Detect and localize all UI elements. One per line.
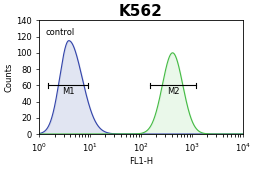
X-axis label: FL1-H: FL1-H bbox=[129, 157, 152, 166]
Text: M2: M2 bbox=[166, 87, 179, 96]
Y-axis label: Counts: Counts bbox=[4, 63, 13, 92]
Title: K562: K562 bbox=[119, 4, 162, 19]
Text: control: control bbox=[45, 28, 74, 37]
Text: M1: M1 bbox=[61, 87, 74, 96]
